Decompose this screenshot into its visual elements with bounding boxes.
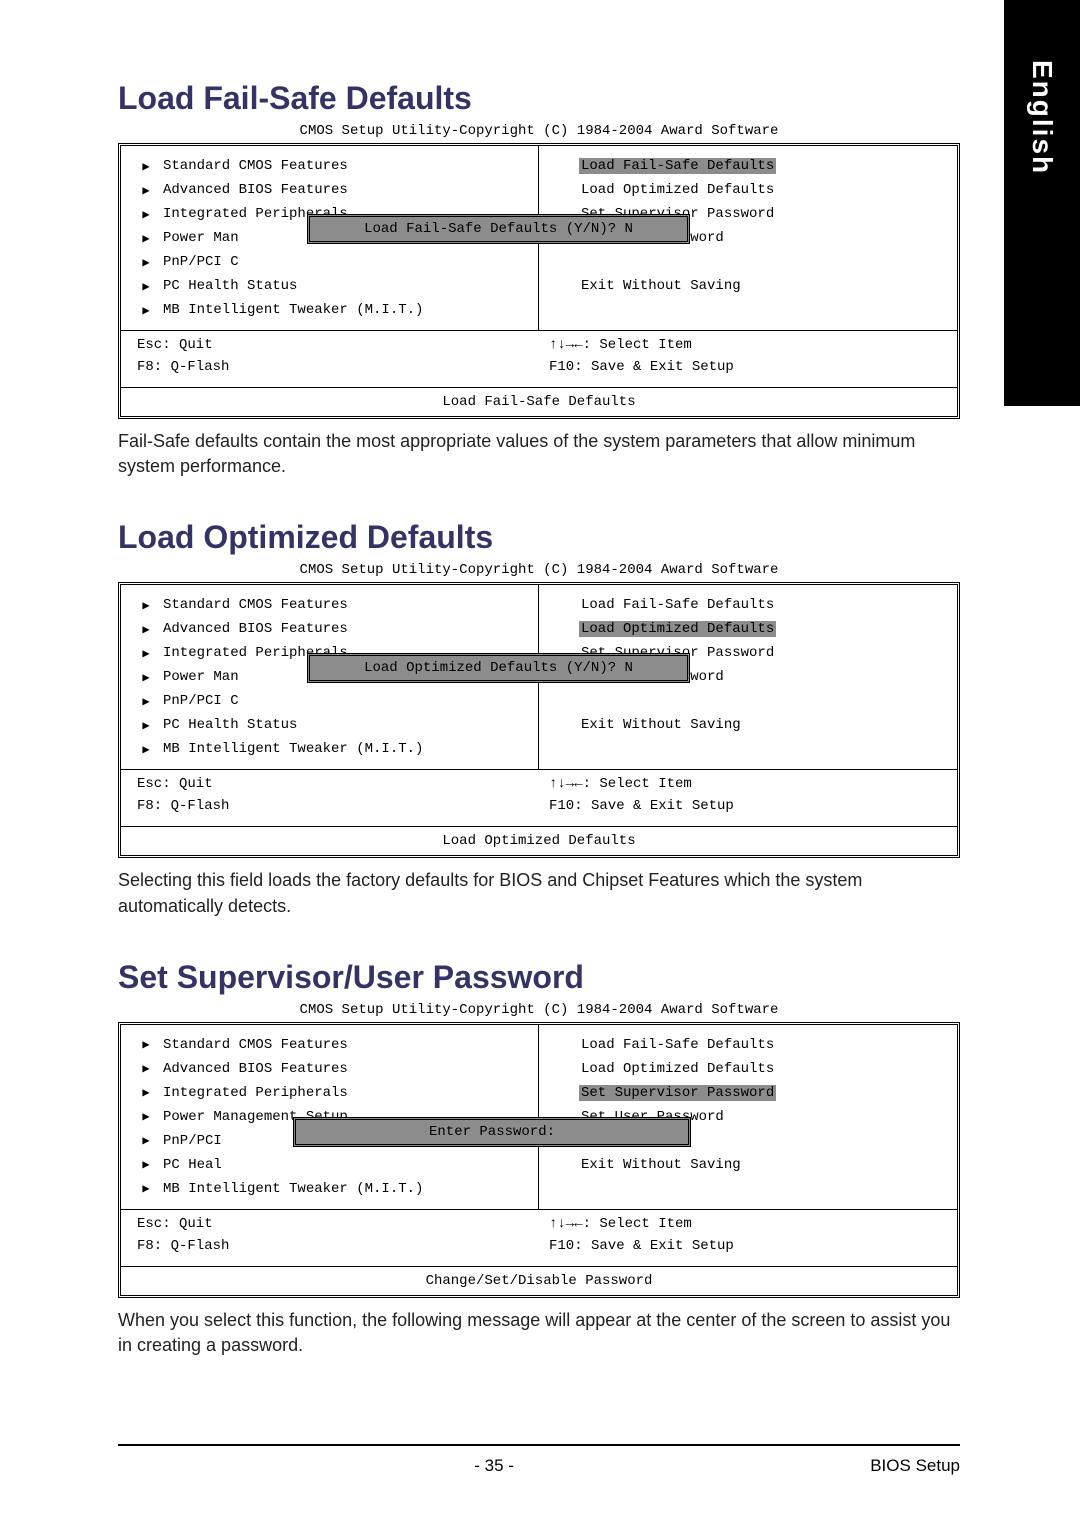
body-text: Selecting this field loads the factory d…: [118, 868, 960, 918]
menu-item: Load Fail-Safe Defaults: [549, 154, 957, 178]
arrow-icon: ▶: [131, 598, 161, 613]
arrow-icon: ▶: [131, 207, 161, 222]
arrow-icon: ▶: [131, 742, 161, 757]
key-f8: F8: Q-Flash: [137, 1238, 539, 1260]
menu-item: ▶Advanced BIOS Features: [131, 178, 538, 202]
key-arrows: ↑↓→←: Select Item: [549, 1216, 957, 1238]
menu-item: ▶PnP/PCI C: [131, 689, 538, 713]
arrow-icon: ▶: [131, 183, 161, 198]
menu-item: ▶MB Intelligent Tweaker (M.I.T.): [131, 1177, 538, 1201]
language-tab: English: [1004, 0, 1080, 406]
menu-item: ▶Standard CMOS Features: [131, 1033, 538, 1057]
cmos-header: CMOS Setup Utility-Copyright (C) 1984-20…: [118, 123, 960, 139]
heading-failsafe: Load Fail-Safe Defaults: [118, 80, 960, 117]
section-password: Set Supervisor/User Password CMOS Setup …: [118, 959, 960, 1358]
status-bar: Load Optimized Defaults: [121, 827, 957, 855]
arrow-icon: ▶: [131, 646, 161, 661]
arrow-icon: ▶: [131, 694, 161, 709]
heading-password: Set Supervisor/User Password: [118, 959, 960, 996]
key-f10: F10: Save & Exit Setup: [549, 1238, 957, 1260]
menu-item: [549, 689, 957, 713]
menu-item: Exit Without Saving: [549, 274, 957, 298]
key-f10: F10: Save & Exit Setup: [549, 359, 957, 381]
menu-item: ▶PC Health Status: [131, 274, 538, 298]
key-f8: F8: Q-Flash: [137, 798, 539, 820]
body-text: When you select this function, the follo…: [118, 1308, 960, 1358]
menu-item: [549, 250, 957, 274]
section-optimized: Load Optimized Defaults CMOS Setup Utili…: [118, 519, 960, 918]
footer-section: BIOS Setup: [870, 1456, 960, 1476]
arrow-icon: ▶: [131, 1133, 161, 1148]
arrow-icon: ▶: [131, 1181, 161, 1196]
menu-item: ▶Standard CMOS Features: [131, 154, 538, 178]
menu-item: Load Fail-Safe Defaults: [549, 593, 957, 617]
menu-item: Exit Without Saving: [549, 713, 957, 737]
menu-item: ▶PnP/PCI C: [131, 250, 538, 274]
section-failsafe: Load Fail-Safe Defaults CMOS Setup Utili…: [118, 80, 960, 479]
menu-item: Exit Without Saving: [549, 1153, 957, 1177]
status-bar: Load Fail-Safe Defaults: [121, 388, 957, 416]
arrow-icon: ▶: [131, 279, 161, 294]
menu-item: ▶PC Heal: [131, 1153, 538, 1177]
language-label: English: [1026, 60, 1058, 175]
menu-item: Load Fail-Safe Defaults: [549, 1033, 957, 1057]
menu-item: ▶Advanced BIOS Features: [131, 1057, 538, 1081]
dialog-optimized: Load Optimized Defaults (Y/N)? N: [307, 653, 690, 683]
bios-panel-2: Load Optimized Defaults (Y/N)? N ▶Standa…: [118, 582, 960, 858]
panel-keys: Esc: Quit F8: Q-Flash ↑↓→←: Select Item …: [121, 331, 957, 388]
arrow-icon: ▶: [131, 622, 161, 637]
menu-item: ▶MB Intelligent Tweaker (M.I.T.): [131, 298, 538, 322]
arrow-icon: ▶: [131, 1109, 161, 1124]
arrow-icon: ▶: [131, 1037, 161, 1052]
panel-keys: Esc: Quit F8: Q-Flash ↑↓→←: Select Item …: [121, 1210, 957, 1267]
cmos-header: CMOS Setup Utility-Copyright (C) 1984-20…: [118, 562, 960, 578]
key-arrows: ↑↓→←: Select Item: [549, 776, 957, 798]
key-esc: Esc: Quit: [137, 1216, 539, 1238]
bios-panel-1: Load Fail-Safe Defaults (Y/N)? N ▶Standa…: [118, 143, 960, 419]
menu-item: Set Supervisor Password: [549, 1081, 957, 1105]
arrow-icon: ▶: [131, 1157, 161, 1172]
heading-optimized: Load Optimized Defaults: [118, 519, 960, 556]
key-arrows: ↑↓→←: Select Item: [549, 337, 957, 359]
page-content: Load Fail-Safe Defaults CMOS Setup Utili…: [118, 80, 960, 1398]
arrow-icon: ▶: [131, 718, 161, 733]
arrow-icon: ▶: [131, 255, 161, 270]
dialog-password: Enter Password:: [293, 1117, 691, 1147]
arrow-icon: ▶: [131, 670, 161, 685]
status-bar: Change/Set/Disable Password: [121, 1267, 957, 1295]
menu-item: ▶Integrated Peripherals: [131, 1081, 538, 1105]
key-f8: F8: Q-Flash: [137, 359, 539, 381]
dialog-failsafe: Load Fail-Safe Defaults (Y/N)? N: [307, 214, 690, 244]
menu-item: Load Optimized Defaults: [549, 1057, 957, 1081]
key-esc: Esc: Quit: [137, 337, 539, 359]
key-esc: Esc: Quit: [137, 776, 539, 798]
arrow-icon: ▶: [131, 159, 161, 174]
menu-item: ▶Advanced BIOS Features: [131, 617, 538, 641]
cmos-header: CMOS Setup Utility-Copyright (C) 1984-20…: [118, 1002, 960, 1018]
page-footer: - 35 - BIOS Setup: [118, 1444, 960, 1476]
menu-item: Load Optimized Defaults: [549, 178, 957, 202]
body-text: Fail-Safe defaults contain the most appr…: [118, 429, 960, 479]
bios-panel-3: Enter Password: ▶Standard CMOS Features …: [118, 1022, 960, 1298]
arrow-icon: ▶: [131, 231, 161, 246]
menu-item: ▶Standard CMOS Features: [131, 593, 538, 617]
panel-keys: Esc: Quit F8: Q-Flash ↑↓→←: Select Item …: [121, 770, 957, 827]
page-number: - 35 -: [474, 1456, 514, 1476]
arrow-icon: ▶: [131, 303, 161, 318]
menu-item: Load Optimized Defaults: [549, 617, 957, 641]
menu-item: ▶PC Health Status: [131, 713, 538, 737]
arrow-icon: ▶: [131, 1085, 161, 1100]
arrow-icon: ▶: [131, 1061, 161, 1076]
key-f10: F10: Save & Exit Setup: [549, 798, 957, 820]
menu-item: ▶MB Intelligent Tweaker (M.I.T.): [131, 737, 538, 761]
